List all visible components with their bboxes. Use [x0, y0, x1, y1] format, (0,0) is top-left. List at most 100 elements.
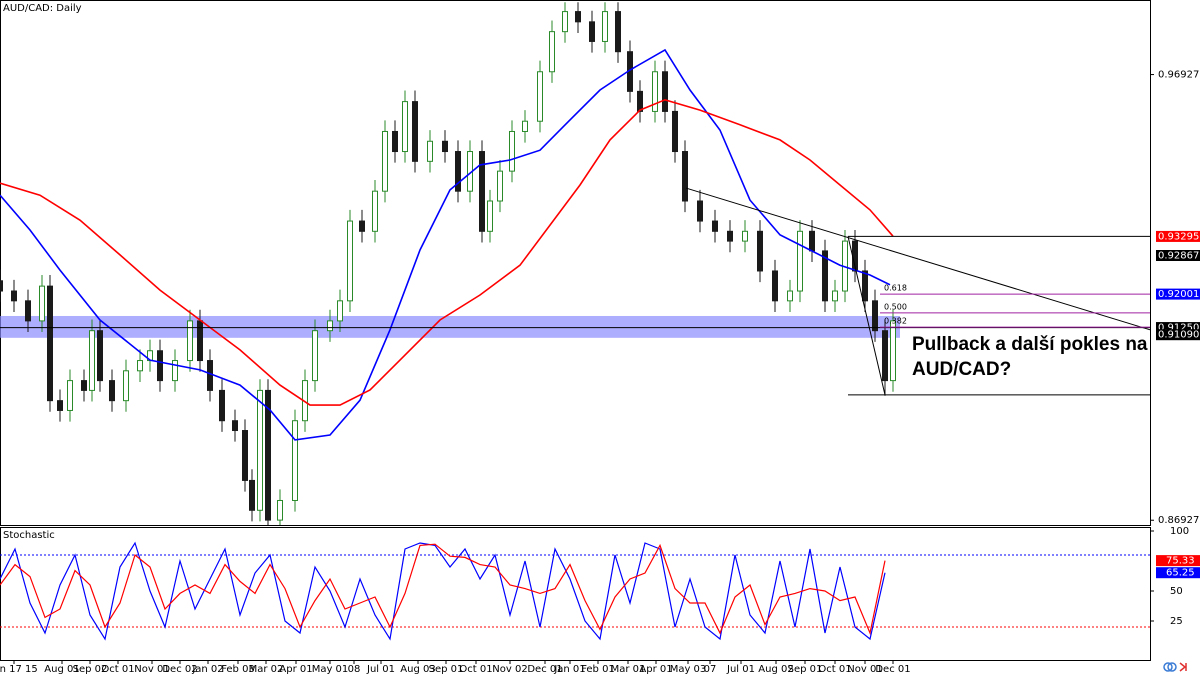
- x-tick-label: Nov 01: [847, 664, 882, 675]
- candle-body: [602, 11, 608, 42]
- candle-body: [219, 389, 225, 422]
- last-value-label: 75.33: [1166, 556, 1195, 567]
- y-tick-label: 0.96927: [1158, 70, 1199, 81]
- x-tick-label: Jan 02: [191, 664, 223, 675]
- candle-body: [392, 130, 398, 153]
- candle-body: [89, 330, 95, 391]
- candle-body: [697, 200, 703, 222]
- x-tick-label: Jul 01: [366, 664, 395, 675]
- x-tick-label: Aug 03: [400, 664, 435, 675]
- y-tick-label: 25: [1170, 616, 1183, 627]
- last-value-label: 65.25: [1166, 568, 1195, 579]
- price-label-box: [1156, 329, 1200, 341]
- candle-body: [772, 270, 778, 302]
- x-tick-label: 08: [348, 664, 361, 675]
- sync-icon-ring: [1167, 662, 1177, 672]
- y-tick-label: 100: [1170, 526, 1189, 537]
- fib-label: 0.500: [884, 302, 907, 311]
- candle-body: [809, 230, 815, 252]
- x-tick-label: Mar 02: [249, 664, 284, 675]
- candle-body: [862, 270, 868, 302]
- sync-icon[interactable]: [1163, 662, 1173, 672]
- candle-body: [562, 11, 568, 33]
- candle-body: [487, 200, 493, 232]
- x-tick-label: Nov 01: [134, 664, 169, 675]
- x-tick-label: 07: [704, 664, 717, 675]
- x-tick-label: Oct 01: [459, 664, 492, 675]
- y-tick-label: 0.86927: [1158, 515, 1199, 526]
- candle-body: [97, 330, 103, 382]
- candle-body: [442, 140, 448, 153]
- candle-body: [157, 350, 163, 382]
- x-tick-label: Apr 01: [639, 664, 672, 675]
- x-tick-label: Aug 01: [44, 664, 79, 675]
- y-tick-label: 50: [1170, 586, 1183, 597]
- candle-body: [497, 170, 503, 202]
- candle-body: [359, 220, 365, 232]
- candle-body: [479, 151, 485, 232]
- price-label-box: [1156, 250, 1200, 262]
- candle-body: [312, 330, 318, 382]
- x-tick-label: Dec 01: [875, 664, 910, 675]
- x-tick-label: Aug 02: [758, 664, 793, 675]
- main-pane: [0, 0, 1151, 526]
- candle-body: [427, 140, 433, 162]
- candle-body: [882, 330, 888, 382]
- x-tick-label: Nov 02: [492, 664, 527, 675]
- price-label: 0.92001: [1158, 289, 1199, 300]
- candle-body: [242, 430, 248, 481]
- x-tick-label: Feb 03: [221, 664, 255, 675]
- last-value-box: [1156, 567, 1200, 579]
- candle-body: [455, 151, 461, 192]
- x-tick-label: Jun 17 15: [0, 664, 38, 675]
- candle-body: [672, 110, 678, 153]
- candle-body: [727, 230, 733, 242]
- candle-body: [172, 360, 178, 382]
- candle-body: [822, 250, 828, 302]
- candle-body: [382, 130, 388, 192]
- last-value-box: [1156, 555, 1200, 567]
- candle-body: [509, 130, 515, 172]
- candle-body: [537, 71, 543, 122]
- candle-body: [11, 290, 17, 302]
- x-tick-label: Apr 01: [279, 664, 312, 675]
- candle-body: [39, 285, 45, 322]
- candle-body: [682, 151, 688, 202]
- candle-body: [412, 101, 418, 162]
- candle-body: [81, 380, 87, 391]
- drawn-line: [847, 236, 886, 395]
- candle-body: [662, 71, 668, 112]
- price-label-box: [1156, 288, 1200, 300]
- candle-body: [797, 230, 803, 292]
- support-zone: [0, 315, 900, 338]
- candle-body: [277, 499, 283, 521]
- x-tick-label: Dec 02: [162, 664, 197, 675]
- candle-body: [232, 420, 238, 432]
- candle-body: [123, 370, 129, 402]
- x-tick-label: Oct 01: [101, 664, 134, 675]
- x-tick-label: Mar 01: [611, 664, 646, 675]
- candle-body: [757, 230, 763, 272]
- chart-title: AUD/CAD: Daily: [3, 3, 82, 14]
- x-tick-label: Oct 01: [818, 664, 851, 675]
- moving-average: [0, 98, 894, 406]
- candle-body: [742, 230, 748, 242]
- stochastic-plot: [0, 541, 1150, 641]
- status-icons[interactable]: [1163, 662, 1187, 672]
- x-tick-label: Dec 01: [527, 664, 562, 675]
- price-label: 0.93295: [1158, 231, 1199, 242]
- x-tick-label: Jul 01: [726, 664, 755, 675]
- price-label: 0.91090: [1158, 330, 1199, 341]
- candle-body: [652, 71, 658, 112]
- candle-body: [575, 11, 581, 23]
- candle-body: [872, 300, 878, 332]
- moving-average: [0, 48, 891, 441]
- x-tick-label: Feb 01: [581, 664, 615, 675]
- annotation: Pullback a další pokles na: [912, 334, 1148, 355]
- candle-body: [67, 380, 73, 411]
- arrow-icon[interactable]: [1179, 662, 1187, 672]
- candle-body: [57, 400, 63, 411]
- x-tick-label: Sep 01: [788, 664, 823, 675]
- drawn-line: [685, 187, 1150, 331]
